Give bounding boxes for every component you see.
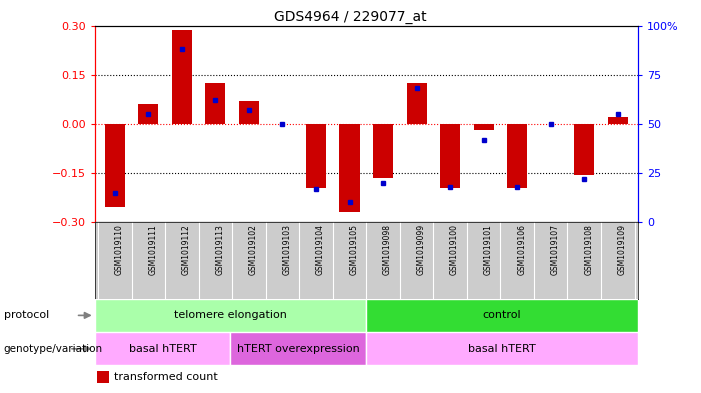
Text: GSM1019102: GSM1019102	[249, 224, 258, 275]
Text: GSM1019105: GSM1019105	[350, 224, 358, 275]
Text: GSM1019108: GSM1019108	[584, 224, 593, 275]
Bar	[95, 332, 231, 365]
Bar	[138, 104, 158, 124]
Text: basal hTERT: basal hTERT	[468, 344, 536, 354]
Bar	[172, 30, 192, 124]
Text: hTERT overexpression: hTERT overexpression	[237, 344, 360, 354]
Text: GSM1019104: GSM1019104	[316, 224, 325, 275]
Text: genotype/variation: genotype/variation	[4, 344, 102, 354]
Text: control: control	[483, 310, 522, 320]
Bar	[366, 332, 638, 365]
Bar	[306, 124, 326, 187]
Text: GDS4964 / 229077_at: GDS4964 / 229077_at	[274, 10, 427, 24]
Text: basal hTERT: basal hTERT	[129, 344, 196, 354]
Text: GSM1019112: GSM1019112	[182, 224, 191, 275]
Bar	[574, 124, 594, 174]
Bar	[507, 124, 527, 187]
Text: GSM1019110: GSM1019110	[115, 224, 124, 275]
Bar	[205, 83, 226, 124]
Text: GSM1019106: GSM1019106	[517, 224, 526, 275]
Bar	[97, 371, 109, 383]
Text: GSM1019103: GSM1019103	[283, 224, 292, 275]
Text: GSM1019101: GSM1019101	[484, 224, 493, 275]
Bar	[95, 299, 366, 332]
Bar	[608, 117, 628, 124]
Bar	[339, 124, 360, 212]
Text: GSM1019113: GSM1019113	[215, 224, 224, 275]
Bar	[440, 124, 460, 187]
Bar	[104, 124, 125, 207]
Text: transformed count: transformed count	[114, 372, 217, 382]
Text: GSM1019107: GSM1019107	[551, 224, 559, 275]
Text: telomere elongation: telomere elongation	[174, 310, 287, 320]
Bar	[407, 83, 427, 124]
Text: GSM1019100: GSM1019100	[450, 224, 459, 275]
Text: protocol: protocol	[4, 310, 49, 320]
Bar	[474, 124, 494, 130]
Text: GSM1019109: GSM1019109	[618, 224, 627, 275]
Bar	[231, 332, 367, 365]
Text: GSM1019111: GSM1019111	[149, 224, 157, 275]
Text: GSM1019098: GSM1019098	[383, 224, 392, 275]
Bar	[373, 124, 393, 178]
Text: GSM1019099: GSM1019099	[416, 224, 426, 275]
Bar	[239, 101, 259, 124]
Bar	[366, 299, 638, 332]
